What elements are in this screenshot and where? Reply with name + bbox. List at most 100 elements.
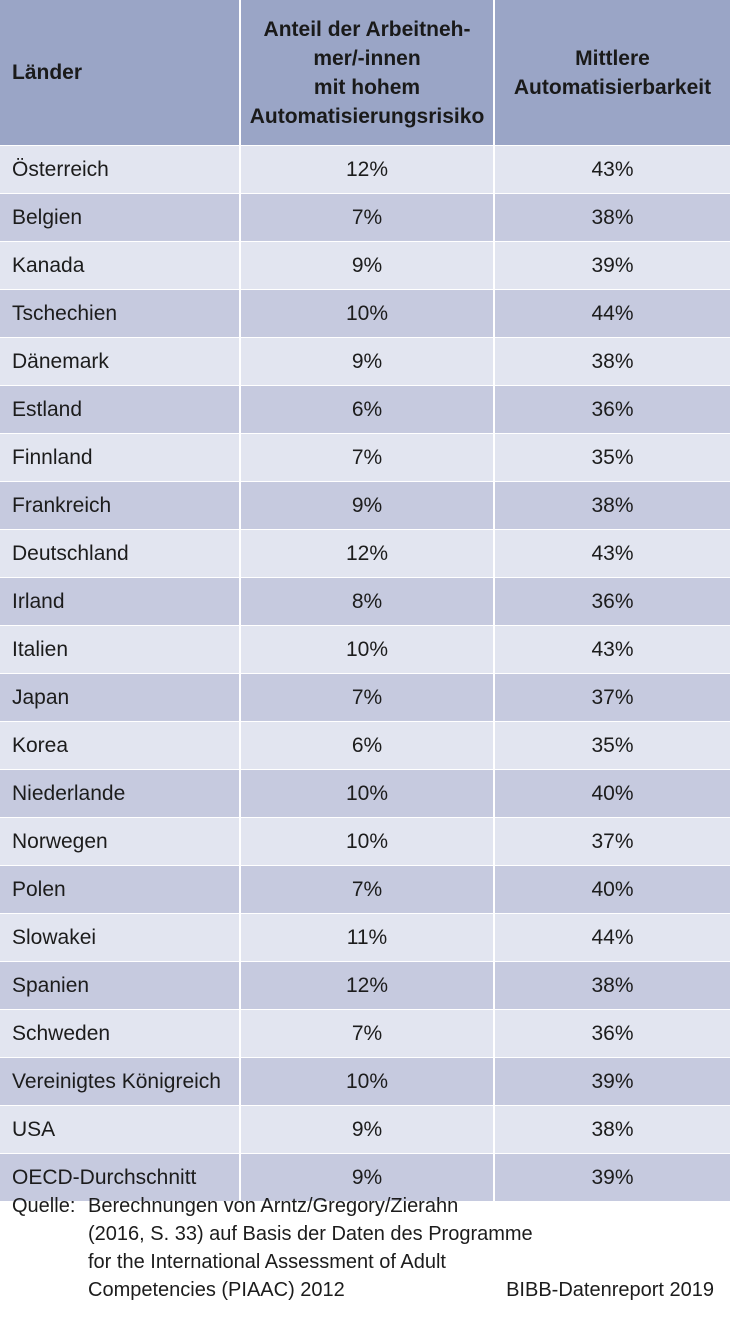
risk-share-cell: 7% [240,673,495,722]
header-risk-share: Anteil der Arbeitneh- mer/-innen mit hoh… [240,0,495,146]
header-risk-line: mer/-innen [313,46,421,70]
table-footer: Quelle: Berechnungen von Arntz/Gregory/Z… [12,1192,718,1304]
risk-share-cell: 9% [240,337,495,386]
table-row: Spanien 12% 38% [0,961,730,1010]
risk-share-cell: 10% [240,817,495,866]
country-cell: Japan [0,673,241,722]
automatability-cell: 38% [494,961,730,1010]
automatability-cell: 38% [494,1105,730,1154]
risk-share-cell: 9% [240,1153,495,1201]
risk-share-cell: 6% [240,385,495,434]
table-row: Dänemark 9% 38% [0,337,730,386]
header-row: Länder Anteil der Arbeitneh- mer/-innen … [0,0,730,146]
source-line: Competencies (PIAAC) 2012 [88,1279,345,1301]
header-automation-line: Mittlere [575,46,650,70]
header-risk-line: Automatisierungsrisiko [249,104,485,128]
automatability-cell: 37% [494,673,730,722]
table-row: Deutschland 12% 43% [0,529,730,578]
table-row: Japan 7% 37% [0,673,730,722]
automatability-cell: 44% [494,913,730,962]
table-row: Finnland 7% 35% [0,433,730,482]
risk-share-cell: 6% [240,721,495,770]
header-mean-automatability: Mittlere Automatisierbarkeit [494,0,730,146]
header-risk-line: mit hohem [313,75,421,99]
table-row: Tschechien 10% 44% [0,289,730,338]
country-cell: Kanada [0,241,241,290]
country-cell: Spanien [0,961,241,1010]
risk-share-cell: 10% [240,289,495,338]
table-row: Kanada 9% 39% [0,241,730,290]
country-cell: Irland [0,577,241,626]
automatability-cell: 38% [494,193,730,242]
country-cell: USA [0,1105,241,1154]
table-row: USA 9% 38% [0,1105,730,1154]
source-line: for the International Assessment of Adul… [88,1251,446,1273]
risk-share-cell: 12% [240,529,495,578]
table-row: Irland 8% 36% [0,577,730,626]
country-cell: Belgien [0,193,241,242]
header-country: Länder [0,0,241,146]
table-row: Vereinigtes Königreich 10% 39% [0,1057,730,1106]
source-note: Quelle: Berechnungen von Arntz/Gregory/Z… [12,1192,718,1304]
country-cell: Niederlande [0,769,241,818]
country-cell: Dänemark [0,337,241,386]
source-line: (2016, S. 33) auf Basis der Daten des Pr… [88,1223,533,1245]
risk-share-cell: 7% [240,433,495,482]
country-cell: Schweden [0,1009,241,1058]
country-cell: Deutschland [0,529,241,578]
table-row: Norwegen 10% 37% [0,817,730,866]
risk-share-cell: 9% [240,481,495,530]
source-label: Quelle: [12,1195,76,1217]
risk-share-cell: 10% [240,1057,495,1106]
header-automation-line: Automatisierbarkeit [513,75,712,99]
risk-share-cell: 9% [240,1105,495,1154]
risk-share-cell: 10% [240,769,495,818]
source-text: Berechnungen von Arntz/Gregory/Zierahn (… [88,1192,558,1304]
country-cell: Polen [0,865,241,914]
risk-share-cell: 9% [240,241,495,290]
automatability-cell: 39% [494,241,730,290]
header-risk-line: Anteil der Arbeitneh- [263,17,471,41]
automatability-cell: 40% [494,769,730,818]
table-row: Frankreich 9% 38% [0,481,730,530]
report-credit: BIBB-Datenreport 2019 [506,1279,714,1301]
risk-share-cell: 11% [240,913,495,962]
risk-share-cell: 8% [240,577,495,626]
automatability-cell: 44% [494,289,730,338]
automatability-cell: 38% [494,481,730,530]
table-body: Österreich 12% 43% Belgien 7% 38% Kanada 9% 39% T… [0,145,730,1201]
country-cell: Vereinigtes Königreich [0,1057,241,1106]
automatability-cell: 43% [494,145,730,194]
automatability-cell: 38% [494,337,730,386]
table-row: Polen 7% 40% [0,865,730,914]
risk-share-cell: 12% [240,145,495,194]
table-row: Schweden 7% 36% [0,1009,730,1058]
country-cell: OECD-Durchschnitt [0,1153,241,1201]
table-row: Belgien 7% 38% [0,193,730,242]
table-row: Slowakei 11% 44% [0,913,730,962]
source-line: Berechnungen von Arntz/Gregory/Zierahn [88,1195,459,1217]
country-cell: Korea [0,721,241,770]
country-cell: Finnland [0,433,241,482]
table-row: Niederlande 10% 40% [0,769,730,818]
automatability-cell: 36% [494,1009,730,1058]
automatability-cell: 36% [494,577,730,626]
automatability-cell: 39% [494,1153,730,1201]
country-cell: Slowakei [0,913,241,962]
automation-risk-table: Länder Anteil der Arbeitneh- mer/-innen … [0,0,730,1201]
table-row: Österreich 12% 43% [0,145,730,194]
automatability-cell: 35% [494,433,730,482]
table-row: Italien 10% 43% [0,625,730,674]
table-row: Korea 6% 35% [0,721,730,770]
automatability-cell: 36% [494,385,730,434]
risk-share-cell: 7% [240,193,495,242]
country-cell: Norwegen [0,817,241,866]
automatability-cell: 39% [494,1057,730,1106]
automatability-cell: 40% [494,865,730,914]
country-cell: Frankreich [0,481,241,530]
automatability-cell: 35% [494,721,730,770]
risk-share-cell: 7% [240,1009,495,1058]
automatability-cell: 37% [494,817,730,866]
risk-share-cell: 12% [240,961,495,1010]
